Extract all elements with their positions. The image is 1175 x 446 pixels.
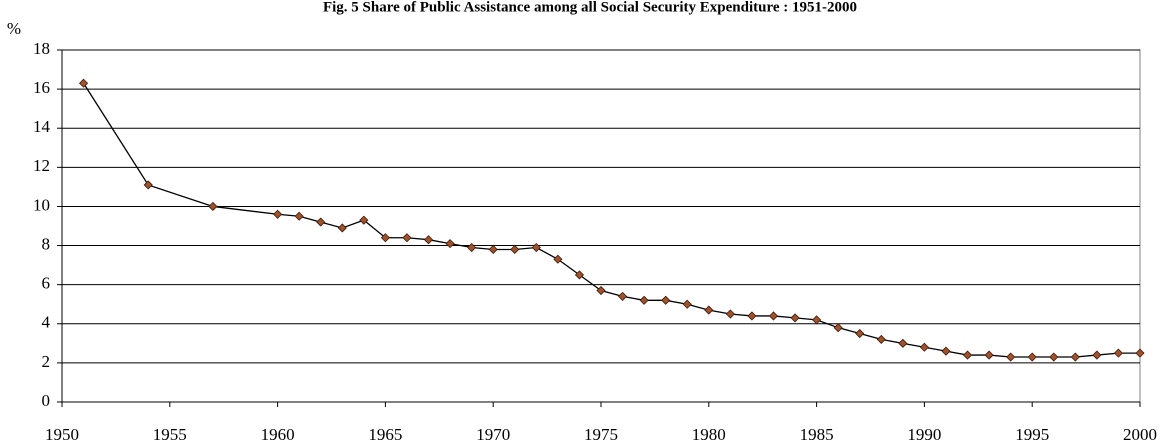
- y-tick-label: 0: [42, 391, 51, 410]
- marker: [768, 311, 779, 321]
- plot-area: [61, 49, 1141, 403]
- x-tick-label: 1960: [261, 425, 295, 444]
- marker: [1027, 352, 1037, 362]
- marker: [488, 244, 498, 255]
- x-tick-label: 1980: [692, 425, 726, 444]
- x-tick-label: 1985: [800, 425, 834, 444]
- marker: [531, 242, 541, 253]
- marker: [78, 78, 89, 88]
- marker: [467, 242, 477, 253]
- x-tick-label: 2000: [1123, 425, 1157, 444]
- marker: [984, 350, 994, 360]
- y-tick-label: 4: [42, 313, 51, 332]
- marker: [596, 285, 606, 296]
- marker: [402, 233, 412, 243]
- marker: [1113, 348, 1124, 358]
- marker: [833, 323, 843, 333]
- marker: [359, 215, 369, 225]
- marker: [510, 244, 520, 255]
- marker: [273, 209, 283, 219]
- marker: [316, 217, 326, 227]
- x-tick-label: 1965: [368, 425, 402, 444]
- x-tick-label: 1950: [45, 425, 79, 444]
- x-tick-label: 1990: [907, 425, 941, 444]
- chart-title: Fig. 5 Share of Public Assistance among …: [323, 0, 857, 15]
- marker: [941, 346, 951, 356]
- marker: [445, 239, 455, 249]
- marker: [747, 311, 757, 321]
- marker: [876, 334, 886, 344]
- marker: [617, 291, 628, 301]
- marker: [919, 342, 929, 352]
- y-axis-label: %: [7, 19, 21, 38]
- marker: [1049, 352, 1059, 362]
- marker: [855, 328, 865, 339]
- marker: [423, 235, 434, 245]
- marker: [553, 254, 563, 264]
- marker: [639, 295, 649, 305]
- marker: [725, 309, 735, 319]
- marker: [898, 338, 908, 348]
- x-tick-label: 1955: [153, 425, 187, 444]
- y-tick-label: 14: [33, 117, 51, 136]
- marker: [208, 201, 218, 212]
- x-tick-label: 1995: [1015, 425, 1049, 444]
- y-tick-label: 8: [42, 234, 51, 253]
- marker: [574, 270, 585, 280]
- y-tick-label: 10: [33, 195, 50, 214]
- marker: [962, 350, 973, 360]
- x-tick-label: 1975: [584, 425, 618, 444]
- marker: [1006, 352, 1016, 362]
- y-tick-label: 16: [33, 78, 50, 97]
- marker: [1135, 348, 1145, 358]
- line-series: [83, 82, 1140, 358]
- marker: [337, 223, 347, 233]
- marker: [1070, 352, 1080, 362]
- y-tick-label: 18: [33, 39, 50, 58]
- marker: [704, 305, 714, 315]
- y-tick-label: 2: [42, 352, 51, 371]
- marker: [812, 315, 822, 325]
- marker: [380, 233, 390, 243]
- y-tick-label: 6: [42, 274, 51, 293]
- marker: [294, 211, 304, 221]
- marker: [790, 313, 800, 323]
- marker: [1092, 350, 1102, 360]
- marker: [682, 299, 692, 309]
- y-tick-label: 12: [33, 156, 50, 175]
- x-tick-label: 1970: [476, 425, 510, 444]
- marker: [661, 295, 671, 305]
- marker: [143, 180, 153, 190]
